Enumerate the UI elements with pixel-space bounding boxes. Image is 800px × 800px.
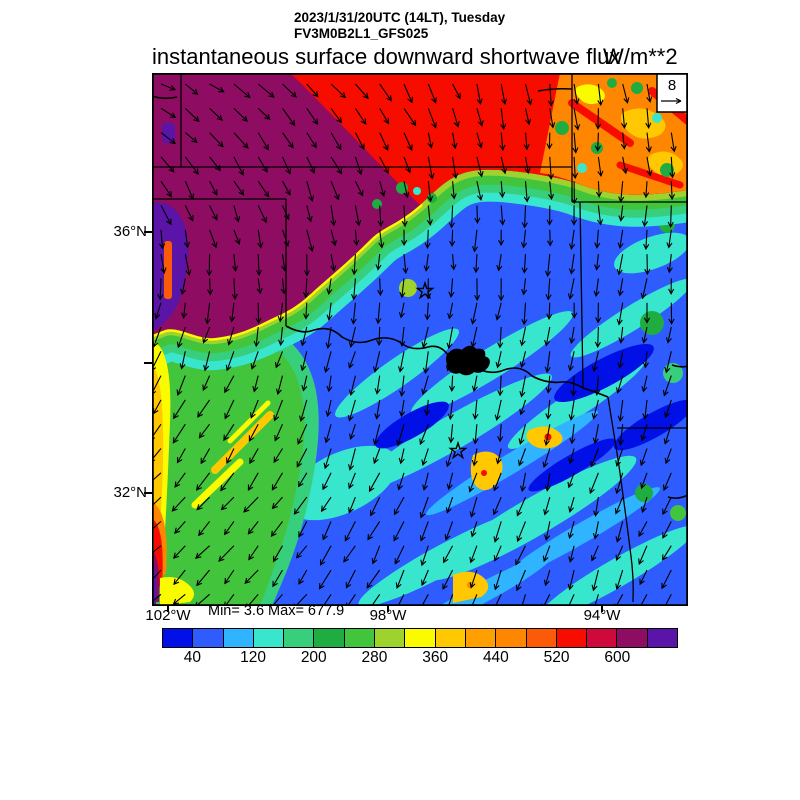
colorbar-segment — [525, 628, 557, 648]
colorbar-tick-label: 520 — [543, 649, 570, 666]
model-run-heading: FV3M0B2L1_GFS025 — [294, 26, 429, 41]
colorbar-segment — [222, 628, 254, 648]
lon-tick-label: 98°W — [369, 607, 407, 624]
lon-tick-mark — [601, 606, 603, 612]
wind-reference-value: 8 — [668, 77, 676, 94]
colorbar-segment — [374, 628, 406, 648]
colorbar-tick-label: 40 — [183, 649, 201, 666]
colorbar-segment — [343, 628, 376, 648]
lat-tick-mark — [144, 492, 153, 494]
colorbar-segment — [252, 628, 285, 648]
colorbar-tick-label: 280 — [361, 649, 388, 666]
colorbar-segment — [555, 628, 588, 648]
colorbar-segment — [192, 628, 224, 648]
star-marker-okc — [415, 280, 435, 300]
colorbar-tick-label: 360 — [422, 649, 449, 666]
plot-title: instantaneous surface downward shortwave… — [152, 44, 621, 69]
wind-reference-box: 8 — [656, 72, 689, 113]
colorbar-tick-label: 600 — [604, 649, 631, 666]
colorbar-segment — [646, 628, 679, 648]
lat-tick-label: 36°N — [113, 223, 147, 240]
colorbar — [162, 628, 679, 648]
units-label: W/m**2 — [603, 44, 678, 69]
colorbar-segment — [616, 628, 648, 648]
lon-tick-mark — [387, 606, 389, 612]
flux-field — [120, 73, 720, 632]
lon-tick-mark — [167, 606, 169, 612]
colorbar-segment — [404, 628, 436, 648]
colorbar-segment — [495, 628, 527, 648]
wind-reference-arrow — [661, 97, 682, 105]
wind-arrows — [143, 83, 677, 616]
colorbar-tick-label: 120 — [240, 649, 266, 666]
minmax-stats: Min= 3.6 Max= 677.9 — [208, 603, 345, 619]
city-star-markers — [415, 280, 468, 460]
lat-minor-tick — [144, 362, 153, 364]
state-borders — [152, 73, 688, 603]
colorbar-tick-label: 200 — [300, 649, 327, 666]
lat-tick-label: 32°N — [113, 484, 147, 501]
lake-texoma — [446, 345, 490, 376]
datetime-heading: 2023/1/31/20UTC (14LT), Tuesday — [294, 10, 506, 25]
colorbar-segment — [162, 628, 194, 648]
colorbar-segment — [586, 628, 618, 648]
lon-tick-label: 94°W — [583, 607, 621, 624]
colorbar-segment — [283, 628, 315, 648]
colorbar-segment — [464, 628, 497, 648]
star-marker-dallas — [448, 440, 468, 460]
colorbar-segment — [434, 628, 466, 648]
colorbar-tick-label: 440 — [482, 649, 509, 666]
colorbar-segment — [313, 628, 345, 648]
lat-tick-mark — [144, 231, 153, 233]
map-frame — [151, 72, 689, 607]
lon-tick-label: 102°W — [145, 607, 191, 624]
map-plot-area: 8 — [120, 72, 720, 632]
